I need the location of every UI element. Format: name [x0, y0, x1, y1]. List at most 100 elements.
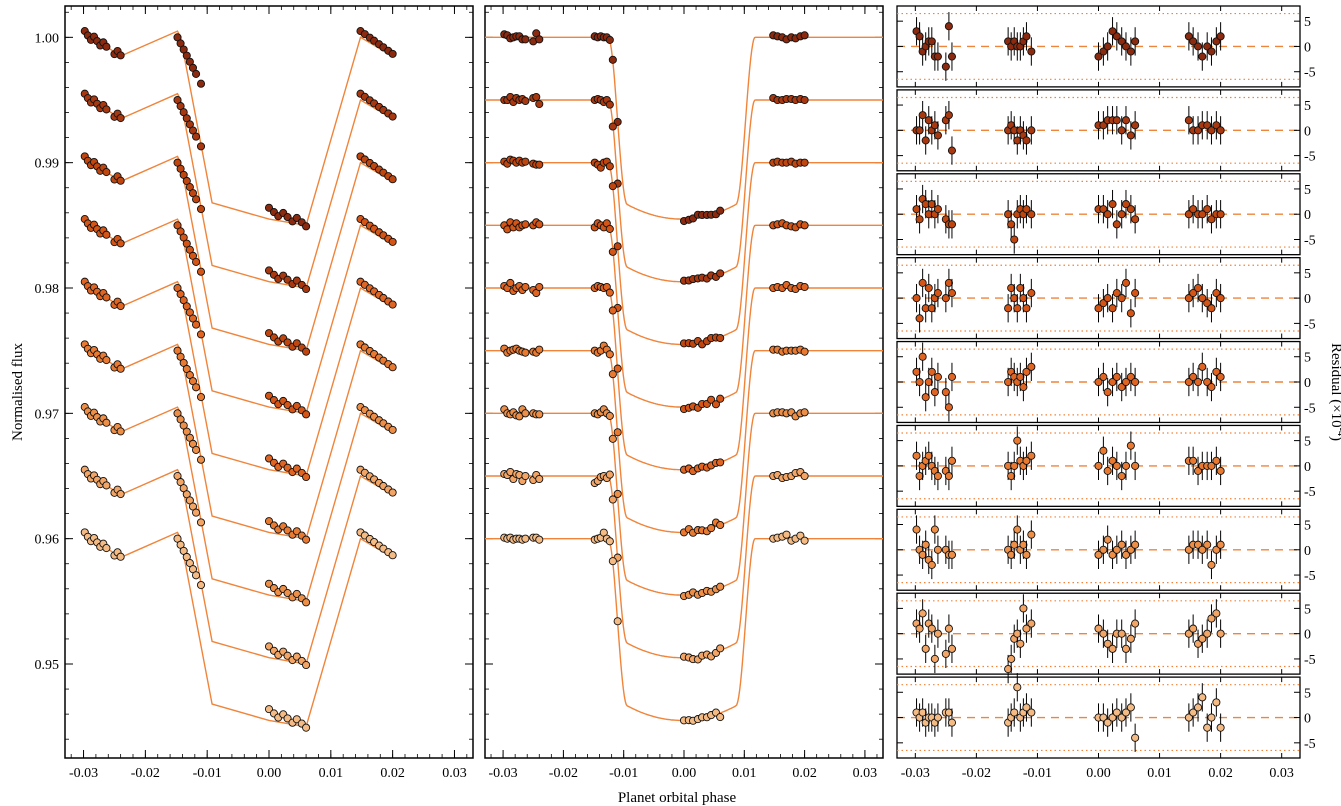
- residual-data-point: [1126, 131, 1135, 140]
- mid-data-point: [716, 269, 725, 278]
- left-data-point: [196, 204, 206, 214]
- mid-data-point: [535, 282, 544, 292]
- residual-data-point: [933, 131, 942, 140]
- residual-data-point: [1099, 545, 1108, 554]
- mid-data-point: [716, 334, 725, 343]
- residual-data-point: [930, 654, 939, 663]
- mid-data-point: [716, 206, 725, 215]
- residual-data-point: [1203, 377, 1212, 387]
- mid-data-point: [613, 428, 622, 437]
- left-x-tick-label: -0.02: [131, 766, 160, 781]
- residual-data-point: [947, 289, 957, 298]
- residual-data-point: [1016, 639, 1025, 648]
- residual-data-point: [1094, 550, 1103, 559]
- residual-data-point: [1108, 27, 1117, 36]
- residual-data-point: [947, 372, 957, 381]
- residual-y-tick-label: 0: [1304, 544, 1311, 559]
- mid-model-curve: [485, 224, 883, 408]
- residual-data-point: [1103, 535, 1112, 544]
- residual-data-point: [944, 624, 953, 633]
- residual-data-point: [1112, 116, 1121, 125]
- residual-data-point: [1126, 703, 1135, 712]
- residual-data-point: [1193, 283, 1203, 293]
- residual-data-point: [927, 624, 936, 633]
- residual-data-point: [915, 32, 924, 41]
- residual-data-point: [947, 456, 957, 465]
- mid-data-point: [800, 347, 809, 356]
- residual-data-point: [941, 649, 950, 658]
- residual-data-point: [1094, 624, 1103, 633]
- residual-data-point: [1193, 377, 1203, 387]
- left-data-point: [192, 571, 201, 580]
- residual-data-point: [1189, 372, 1198, 381]
- residual-data-point: [1117, 126, 1126, 135]
- residual-data-point: [1112, 289, 1121, 298]
- residual-data-point: [1013, 436, 1022, 445]
- mid-data-point: [608, 306, 617, 315]
- residual-data-point: [1198, 362, 1207, 371]
- mid-data-point: [711, 400, 721, 409]
- mid-data-point: [605, 224, 614, 233]
- residual-data-point: [1121, 377, 1131, 387]
- mid-data-point: [521, 157, 530, 166]
- mid-model-curve: [485, 412, 883, 596]
- residual-data-point: [1108, 456, 1117, 465]
- mid-data-point: [605, 288, 614, 297]
- residual-y-tick-label: 0: [1304, 208, 1311, 223]
- residual-data-point: [1126, 205, 1135, 214]
- residual-data-point: [1022, 703, 1031, 712]
- mid-data-point: [707, 524, 716, 533]
- residual-data-point: [1189, 205, 1198, 214]
- residual-data-point: [1108, 200, 1117, 209]
- residual-data-point: [1198, 545, 1207, 554]
- residual-y-tick-label: 0: [1304, 292, 1311, 307]
- residual-data-point: [1126, 309, 1135, 318]
- residual-data-point: [1189, 289, 1198, 298]
- mid-data-point: [608, 370, 617, 379]
- mid-data-point: [521, 96, 530, 106]
- residual-data-point: [1184, 629, 1193, 638]
- residual-data-point: [1112, 372, 1121, 381]
- residual-data-point: [1094, 304, 1103, 313]
- mid-model-curve: [485, 350, 883, 534]
- x-axis-label: Planet orbital phase: [618, 790, 737, 806]
- residual-data-point: [933, 372, 942, 381]
- residual-data-point: [1203, 121, 1212, 130]
- mid-data-point: [716, 520, 725, 530]
- residual-data-point: [1184, 294, 1193, 303]
- residual-data-point: [1131, 121, 1140, 130]
- residual-data-point: [1126, 545, 1135, 554]
- residual-data-point: [1019, 383, 1028, 392]
- residual-data-point: [941, 388, 950, 397]
- residual-data-point: [1108, 644, 1117, 653]
- residual-data-point: [918, 111, 927, 120]
- residual-data-point: [918, 609, 927, 618]
- residual-data-point: [1112, 708, 1121, 717]
- residual-y-tick-label: 0: [1304, 40, 1311, 55]
- residual-data-point: [1099, 47, 1108, 56]
- residual-y-tick-label: 0: [1304, 628, 1311, 643]
- residual-data-point: [1103, 294, 1112, 303]
- residual-data-point: [1099, 629, 1108, 638]
- residual-data-point: [915, 471, 924, 481]
- panel-raw-light-curves: -0.03 -0.02 -0.01 0.00 0.01 0.02 0.03 0.95 0.96 0…: [35, 5, 474, 781]
- mid-x-tick-label: -0.02: [549, 766, 578, 781]
- residual-data-point: [1216, 629, 1225, 638]
- residual-data-point: [933, 713, 942, 722]
- residual-data-point: [1216, 210, 1225, 219]
- residual-y-tick-label: -5: [1304, 317, 1316, 332]
- residual-data-point: [927, 560, 936, 569]
- residual-data-point: [1094, 377, 1103, 387]
- mid-data-point: [521, 471, 530, 481]
- mid-data-point: [800, 221, 809, 230]
- residual-data-point: [933, 545, 942, 554]
- residual-data-point: [1027, 210, 1036, 219]
- residual-data-point: [1207, 383, 1216, 392]
- residual-data-point: [1184, 377, 1193, 387]
- mid-data-point: [782, 530, 791, 539]
- left-data-point: [302, 284, 311, 294]
- residual-y-tick-label: 5: [1304, 686, 1311, 701]
- left-data-point: [116, 239, 125, 248]
- left-data-point: [102, 481, 111, 490]
- left-trend-line: [84, 343, 393, 540]
